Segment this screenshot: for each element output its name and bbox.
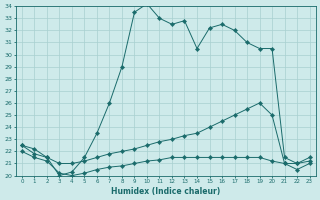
X-axis label: Humidex (Indice chaleur): Humidex (Indice chaleur) (111, 187, 220, 196)
